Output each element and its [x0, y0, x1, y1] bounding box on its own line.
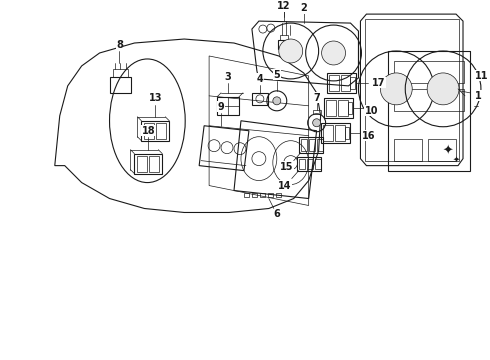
Text: 7: 7: [313, 93, 320, 103]
Bar: [217, 97, 239, 115]
Text: 18: 18: [142, 126, 155, 136]
Text: 2: 2: [300, 3, 307, 13]
Text: 3: 3: [224, 72, 231, 82]
Text: 12: 12: [277, 1, 291, 11]
Circle shape: [321, 41, 345, 65]
Bar: [252, 193, 257, 197]
Bar: [299, 137, 322, 153]
Text: 2: 2: [300, 3, 307, 13]
Text: 1: 1: [475, 91, 481, 101]
Bar: [428, 139, 456, 161]
Bar: [278, 40, 290, 49]
Bar: [134, 154, 162, 174]
Bar: [299, 159, 305, 168]
Bar: [252, 93, 268, 105]
Bar: [149, 156, 159, 172]
Text: 14: 14: [278, 181, 292, 190]
Bar: [268, 193, 273, 197]
Text: 10: 10: [365, 106, 378, 116]
Text: 15: 15: [280, 162, 294, 172]
Text: 4: 4: [256, 74, 263, 84]
Text: 17: 17: [371, 78, 385, 88]
Bar: [142, 121, 169, 141]
Bar: [347, 102, 352, 114]
Circle shape: [313, 119, 320, 127]
Bar: [327, 73, 356, 93]
Bar: [276, 193, 281, 197]
Bar: [338, 100, 347, 116]
Text: 6: 6: [273, 210, 280, 220]
Circle shape: [427, 73, 459, 105]
Bar: [394, 139, 422, 161]
Bar: [394, 89, 464, 111]
Bar: [320, 123, 350, 143]
Text: 16: 16: [362, 131, 375, 141]
Text: 14: 14: [278, 181, 292, 190]
Bar: [156, 123, 166, 139]
Bar: [323, 98, 353, 118]
Text: 3: 3: [224, 72, 231, 82]
Text: 13: 13: [148, 93, 162, 103]
Text: 5: 5: [273, 70, 280, 80]
Text: 16: 16: [362, 131, 375, 141]
Bar: [350, 77, 355, 89]
Bar: [297, 157, 320, 171]
Bar: [113, 69, 128, 77]
Bar: [317, 139, 322, 151]
Text: 11: 11: [475, 71, 489, 81]
Text: 12: 12: [277, 1, 291, 11]
Bar: [307, 159, 313, 168]
Bar: [244, 193, 249, 197]
Bar: [309, 139, 315, 151]
Bar: [329, 75, 339, 91]
Text: 8: 8: [116, 40, 123, 50]
Text: 4: 4: [256, 74, 263, 84]
Bar: [366, 19, 459, 161]
Bar: [110, 77, 131, 93]
Text: 9: 9: [218, 102, 224, 112]
Bar: [394, 61, 464, 83]
Bar: [313, 110, 320, 114]
Text: 13: 13: [148, 93, 162, 103]
Circle shape: [380, 73, 412, 105]
Text: ✦: ✦: [453, 154, 460, 163]
Text: 1: 1: [475, 91, 481, 101]
Text: ✦: ✦: [443, 144, 453, 157]
Bar: [260, 193, 265, 197]
Text: 7: 7: [313, 93, 320, 103]
Bar: [315, 159, 320, 168]
Text: 18: 18: [142, 126, 155, 136]
Bar: [389, 51, 470, 171]
Text: 5: 5: [273, 70, 280, 80]
Text: 15: 15: [280, 162, 294, 172]
Bar: [341, 75, 350, 91]
Text: 8: 8: [116, 40, 123, 50]
Bar: [280, 35, 288, 40]
Text: 17: 17: [371, 78, 385, 88]
Text: 11: 11: [475, 71, 489, 81]
Bar: [335, 125, 344, 141]
Bar: [145, 123, 154, 139]
Bar: [137, 156, 147, 172]
Text: 10: 10: [365, 106, 378, 116]
Text: 6: 6: [273, 210, 280, 220]
Bar: [344, 127, 349, 139]
Circle shape: [279, 39, 303, 63]
Circle shape: [273, 97, 281, 105]
Text: 9: 9: [218, 102, 224, 112]
Bar: [322, 125, 333, 141]
Bar: [301, 139, 307, 151]
Bar: [325, 100, 336, 116]
